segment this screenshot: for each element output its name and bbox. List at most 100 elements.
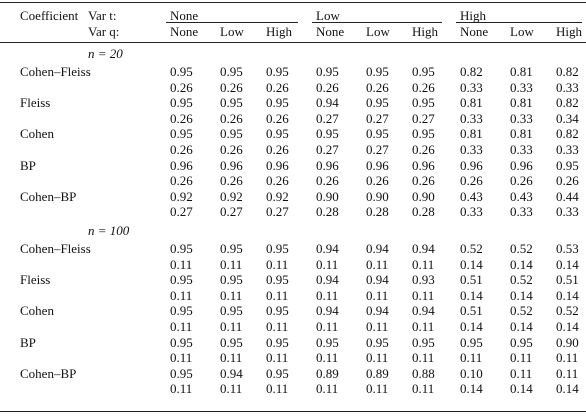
value-cell: 0.26 xyxy=(220,173,243,189)
value-cell: 0.11 xyxy=(316,256,339,272)
subcolumn-header: None xyxy=(316,24,345,39)
value-cell: 0.94 xyxy=(316,303,339,319)
value-cell: 0.96 xyxy=(266,157,289,173)
value-cell: 0.26 xyxy=(510,173,533,189)
value-cell: 0.11 xyxy=(556,365,579,381)
coefficient-name: Cohen–Fleiss xyxy=(20,241,91,256)
value-cell: 0.26 xyxy=(412,173,435,189)
value-cell: 0.95 xyxy=(366,126,389,142)
value-cell: 0.95 xyxy=(412,64,435,79)
coefficient-name: Cohen xyxy=(20,303,54,319)
value-cell: 0.11 xyxy=(220,256,243,272)
value-cell: 0.96 xyxy=(366,157,389,173)
value-cell: 0.95 xyxy=(170,334,193,350)
value-cell: 0.14 xyxy=(510,287,533,303)
value-cell: 0.11 xyxy=(316,287,339,303)
value-cell: 0.94 xyxy=(316,272,339,288)
value-cell: 0.14 xyxy=(460,319,483,334)
value-cell: 0.82 xyxy=(460,64,483,79)
value-cell: 0.52 xyxy=(510,241,533,256)
value-cell: 0.94 xyxy=(412,241,435,256)
value-cell: 0.14 xyxy=(460,287,483,303)
value-cell: 0.94 xyxy=(412,303,435,319)
value-cell: 0.93 xyxy=(412,272,435,288)
value-cell: 0.95 xyxy=(366,64,389,79)
value-cell: 0.95 xyxy=(220,334,243,350)
value-cell: 0.53 xyxy=(556,241,579,256)
value-cell: 0.95 xyxy=(412,334,435,350)
value-cell: 0.28 xyxy=(316,204,339,220)
value-cell: 0.52 xyxy=(556,303,579,319)
value-cell: 0.94 xyxy=(220,365,243,381)
header-rule xyxy=(0,42,586,43)
value-cell: 0.28 xyxy=(412,204,435,220)
value-cell: 0.92 xyxy=(220,188,243,204)
value-cell: 0.95 xyxy=(266,272,289,288)
value-cell: 0.14 xyxy=(510,319,533,334)
value-cell: 0.95 xyxy=(266,303,289,319)
value-cell: 0.11 xyxy=(412,350,435,366)
value-cell: 0.34 xyxy=(556,110,579,126)
value-cell: 0.82 xyxy=(556,95,579,111)
value-cell: 0.33 xyxy=(510,79,533,95)
group-header: None xyxy=(170,8,199,23)
value-cell: 0.95 xyxy=(266,95,289,111)
value-cell: 0.11 xyxy=(412,287,435,303)
value-cell: 0.96 xyxy=(510,157,533,173)
value-cell: 0.52 xyxy=(510,303,533,319)
value-cell: 0.90 xyxy=(316,188,339,204)
value-cell: 0.95 xyxy=(220,241,243,256)
value-cell: 0.95 xyxy=(510,334,533,350)
value-cell: 0.52 xyxy=(510,272,533,288)
value-cell: 0.89 xyxy=(366,365,389,381)
value-cell: 0.95 xyxy=(266,64,289,79)
value-cell: 0.26 xyxy=(266,142,289,157)
value-cell: 0.96 xyxy=(412,157,435,173)
header-var-t: Var t: xyxy=(88,8,117,23)
value-cell: 0.95 xyxy=(220,272,243,288)
value-cell: 0.26 xyxy=(366,79,389,95)
value-cell: 0.11 xyxy=(266,381,289,397)
value-cell: 0.33 xyxy=(556,204,579,220)
value-cell: 0.14 xyxy=(556,287,579,303)
value-cell: 0.26 xyxy=(316,79,339,95)
group-rule xyxy=(456,22,582,23)
value-cell: 0.27 xyxy=(316,142,339,157)
value-cell: 0.11 xyxy=(220,287,243,303)
value-cell: 0.96 xyxy=(460,157,483,173)
value-cell: 0.11 xyxy=(366,287,389,303)
value-cell: 0.27 xyxy=(366,110,389,126)
coefficient-name: BP xyxy=(20,157,36,173)
value-cell: 0.27 xyxy=(412,110,435,126)
value-cell: 0.94 xyxy=(366,272,389,288)
value-cell: 0.26 xyxy=(170,142,193,157)
value-cell: 0.95 xyxy=(266,334,289,350)
subcolumn-header: Low xyxy=(366,24,390,39)
value-cell: 0.14 xyxy=(460,381,483,397)
value-cell: 0.95 xyxy=(170,126,193,142)
group-rule xyxy=(312,22,442,23)
value-cell: 0.26 xyxy=(220,142,243,157)
value-cell: 0.95 xyxy=(316,64,339,79)
value-cell: 0.33 xyxy=(460,110,483,126)
value-cell: 0.81 xyxy=(460,126,483,142)
value-cell: 0.11 xyxy=(220,381,243,397)
subcolumn-header: None xyxy=(170,24,199,39)
value-cell: 0.11 xyxy=(316,381,339,397)
value-cell: 0.51 xyxy=(460,272,483,288)
value-cell: 0.11 xyxy=(220,350,243,366)
value-cell: 0.11 xyxy=(266,350,289,366)
coefficient-name: Fleiss xyxy=(20,95,51,111)
value-cell: 0.95 xyxy=(220,64,243,79)
value-cell: 0.43 xyxy=(510,188,533,204)
subcolumn-header: Low xyxy=(220,24,244,39)
value-cell: 0.26 xyxy=(266,79,289,95)
value-cell: 0.33 xyxy=(460,79,483,95)
value-cell: 0.51 xyxy=(460,303,483,319)
value-cell: 0.11 xyxy=(510,350,533,366)
value-cell: 0.11 xyxy=(170,350,193,366)
value-cell: 0.92 xyxy=(170,188,193,204)
value-cell: 0.96 xyxy=(220,157,243,173)
coefficient-name: Cohen–Fleiss xyxy=(20,64,91,79)
